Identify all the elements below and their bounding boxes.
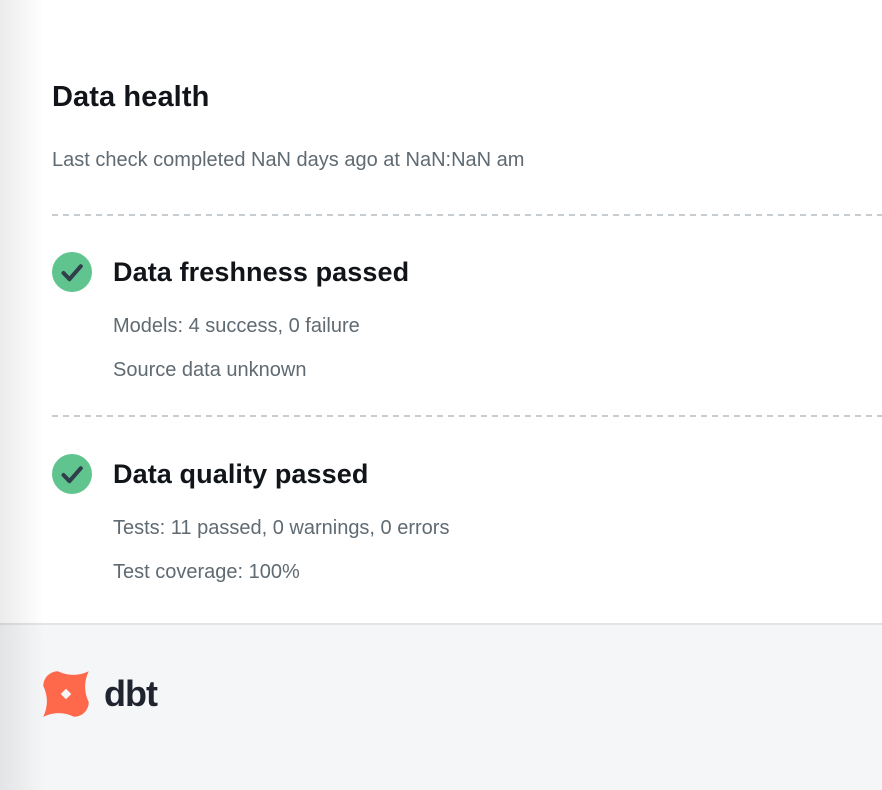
data-quality-details: Tests: 11 passed, 0 warnings, 0 errors T… [113, 515, 882, 586]
check-title: Data freshness passed [113, 257, 410, 287]
checkmark-icon [61, 466, 83, 484]
dbt-supernova-icon [43, 671, 89, 717]
dbt-wordmark: dbt [104, 673, 158, 714]
detail-line: Source data unknown [113, 359, 307, 381]
detail-line: Tests: 11 passed, 0 warnings, 0 errors [113, 517, 450, 539]
data-freshness-section: Data freshness passed [52, 252, 882, 292]
page-footer: dbt [0, 623, 882, 790]
last-check-status: Last check completed NaN days ago at NaN… [52, 149, 525, 171]
data-quality-section: Data quality passed [52, 454, 882, 494]
data-freshness-details: Models: 4 success, 0 failure Source data… [113, 313, 882, 384]
data-health-panel: Data health Last check completed NaN day… [52, 81, 882, 586]
dashed-divider [52, 415, 882, 417]
page-title: Data health [52, 81, 210, 113]
checkmark-icon [61, 264, 83, 282]
check-circle-icon [52, 252, 92, 292]
dbt-logo-link[interactable]: dbt [40, 668, 158, 720]
check-circle-icon [52, 454, 92, 494]
dashed-divider [52, 214, 882, 216]
detail-line: Test coverage: 100% [113, 561, 300, 583]
detail-line: Models: 4 success, 0 failure [113, 315, 360, 337]
check-title: Data quality passed [113, 459, 369, 489]
